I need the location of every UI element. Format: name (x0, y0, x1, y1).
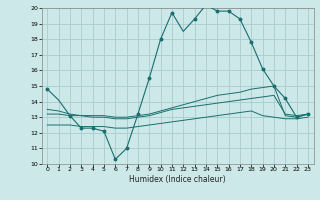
X-axis label: Humidex (Indice chaleur): Humidex (Indice chaleur) (129, 175, 226, 184)
